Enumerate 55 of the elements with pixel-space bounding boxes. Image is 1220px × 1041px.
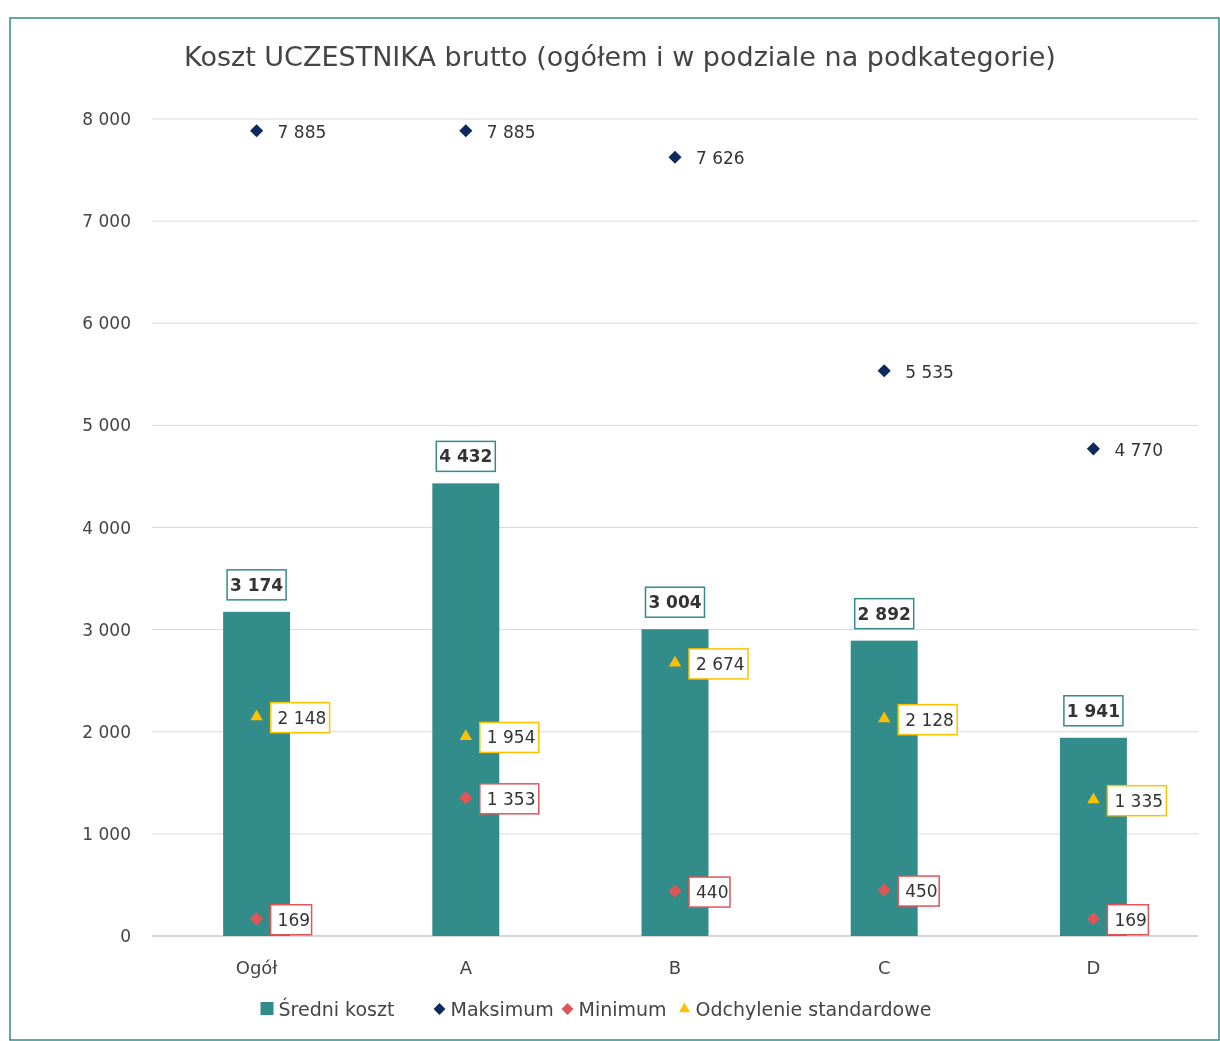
data-label: 7 626 xyxy=(696,148,745,169)
point xyxy=(878,711,891,723)
point xyxy=(459,124,473,138)
data-label: 4 770 xyxy=(1114,439,1164,460)
point xyxy=(668,655,682,667)
data-label: 2 674 xyxy=(696,653,745,674)
point xyxy=(1086,442,1100,456)
legend-label: Średni koszt xyxy=(278,997,395,1020)
data-label: 3 004 xyxy=(648,592,702,613)
data-label: 169 xyxy=(277,909,311,930)
data-label: 3 174 xyxy=(229,574,284,595)
data-label: 1 335 xyxy=(1114,790,1164,811)
bar xyxy=(432,483,500,936)
data-label: 2 148 xyxy=(277,707,327,728)
legend-label: Maksimum xyxy=(450,998,554,1020)
data-label: 5 535 xyxy=(905,361,954,382)
y-tick-label: 8 000 xyxy=(82,109,131,129)
y-tick-label: 2 000 xyxy=(82,721,131,742)
point xyxy=(250,912,264,926)
point xyxy=(459,729,472,741)
data-label: 169 xyxy=(1114,909,1147,930)
data-label: 7 885 xyxy=(277,121,327,142)
y-tick-label: 4 000 xyxy=(82,517,131,538)
x-tick-label: D xyxy=(1086,957,1101,978)
x-tick-label: C xyxy=(877,957,891,978)
point xyxy=(877,364,891,378)
data-label: 2 892 xyxy=(857,603,911,624)
point xyxy=(250,709,263,721)
data-label: 4 432 xyxy=(439,446,493,467)
y-tick-label: 6 000 xyxy=(82,313,131,334)
data-label: 440 xyxy=(696,882,729,903)
data-label: 2 128 xyxy=(905,709,954,730)
data-label: 450 xyxy=(905,881,938,902)
y-tick-label: 7 000 xyxy=(82,211,131,232)
y-tick-label: 3 000 xyxy=(82,619,131,640)
point xyxy=(668,884,682,898)
point xyxy=(1086,912,1100,926)
data-label: 1 954 xyxy=(486,727,536,748)
y-tick-label: 5 000 xyxy=(82,415,131,436)
x-tick-label: B xyxy=(668,957,682,978)
x-tick-label: Ogół xyxy=(235,957,279,978)
point xyxy=(459,791,473,805)
y-tick-label: 1 000 xyxy=(82,823,131,844)
data-label: 7 885 xyxy=(486,121,536,142)
point xyxy=(250,124,264,138)
x-tick-label: A xyxy=(459,957,473,978)
point xyxy=(877,883,891,897)
legend-label: Odchylenie standardowe xyxy=(695,998,932,1020)
data-label: 1 353 xyxy=(486,788,536,809)
point xyxy=(1087,792,1100,804)
point xyxy=(668,150,682,164)
chart-title: Koszt UCZESTNIKA brutto (ogółem i w podziale na podkategorie) xyxy=(184,41,1056,72)
legend-label: Minimum xyxy=(578,998,667,1020)
y-tick-label: 0 xyxy=(120,926,131,946)
data-label: 1 941 xyxy=(1066,700,1121,721)
